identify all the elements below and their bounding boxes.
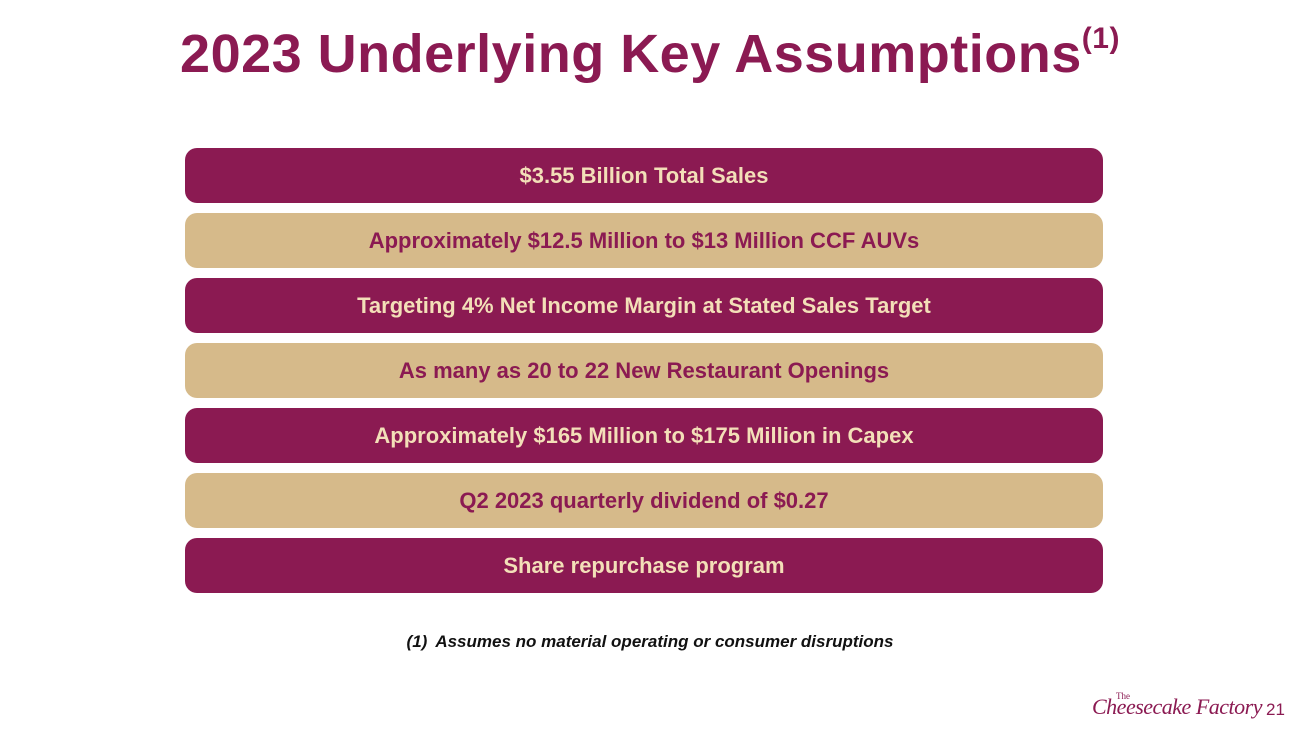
- assumption-item: Q2 2023 quarterly dividend of $0.27: [185, 473, 1103, 528]
- logo: The Cheesecake Factory: [1092, 691, 1262, 720]
- logo-small: The: [1116, 691, 1130, 701]
- assumption-item: As many as 20 to 22 New Restaurant Openi…: [185, 343, 1103, 398]
- assumption-item: $3.55 Billion Total Sales: [185, 148, 1103, 203]
- assumption-item: Approximately $165 Million to $175 Milli…: [185, 408, 1103, 463]
- footnote-text: Assumes no material operating or consume…: [435, 632, 894, 651]
- title: 2023 Underlying Key Assumptions(1): [0, 22, 1300, 85]
- title-text: 2023 Underlying Key Assumptions: [180, 24, 1082, 84]
- assumption-item: Approximately $12.5 Million to $13 Milli…: [185, 213, 1103, 268]
- assumption-item: Targeting 4% Net Income Margin at Stated…: [185, 278, 1103, 333]
- logo-main: Cheesecake Factory: [1092, 694, 1262, 719]
- title-superscript: (1): [1081, 22, 1120, 55]
- assumption-item: Share repurchase program: [185, 538, 1103, 593]
- assumption-list: $3.55 Billion Total Sales Approximately $…: [185, 148, 1103, 603]
- page-number: 21: [1266, 700, 1285, 719]
- footnote-marker: (1): [406, 632, 428, 651]
- footnote: (1) Assumes no material operating or cons…: [0, 632, 1300, 652]
